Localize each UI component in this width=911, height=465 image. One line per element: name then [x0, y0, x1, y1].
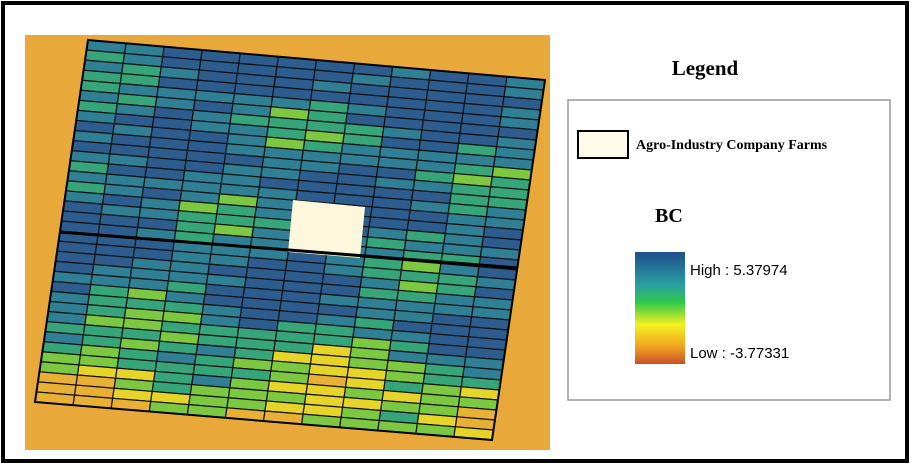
farms-label: Agro-Industry Company Farms	[636, 138, 828, 153]
map-figure: Legend Agro-Industry Company Farms BC Hi…	[0, 0, 911, 465]
central-block	[288, 200, 365, 258]
page: Legend Agro-Industry Company Farms BC Hi…	[0, 0, 911, 465]
farm-grid	[35, 40, 545, 440]
low-label: Low : -3.77331	[690, 345, 789, 362]
legend-title: Legend	[672, 56, 739, 80]
farm-swatch	[578, 131, 628, 158]
layer-name: BC	[655, 205, 683, 227]
color-ramp	[635, 252, 685, 364]
high-label: High : 5.37974	[690, 262, 788, 279]
